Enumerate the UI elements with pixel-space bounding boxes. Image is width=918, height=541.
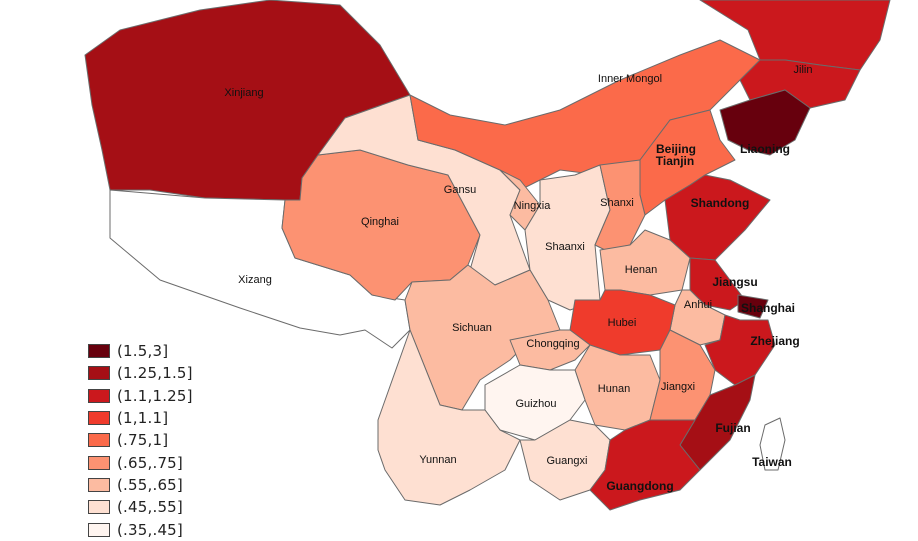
- legend-swatch: [88, 477, 110, 492]
- map-legend: (1.5,3] (1.25,1.5] (1.1,1.25] (1,1.1] (.…: [88, 340, 228, 541]
- province-label-ningxia: Ningxia: [514, 200, 552, 212]
- legend-entry: (.45,.55]: [88, 496, 228, 518]
- choropleth-map-figure: Xinjiang Xizang Qinghai Gansu Inner Mongol Ji…: [84, 0, 891, 539]
- province-label-henan: Henan: [625, 264, 657, 276]
- province-label-liaoning: Liaoning: [740, 142, 790, 156]
- province-label-qinghai: Qinghai: [361, 216, 399, 228]
- province-label-guizhou: Guizhou: [516, 398, 557, 410]
- province-label-shanxi: Shanxi: [600, 197, 634, 209]
- province-label-shanghai: Shanghai: [741, 301, 795, 315]
- legend-entry: (1.1,1.25]: [88, 385, 228, 407]
- province-label-sichuan: Sichuan: [452, 322, 492, 334]
- province-label-gansu: Gansu: [444, 184, 476, 196]
- legend-swatch: [88, 344, 110, 359]
- province-label-guangdong: Guangdong: [606, 479, 673, 493]
- legend-swatch: [88, 455, 110, 470]
- legend-entry: (1.25,1.5]: [88, 362, 228, 384]
- province-label-layer: Xinjiang Xizang Qinghai Gansu Inner Mongol Ji…: [224, 64, 812, 493]
- province-label-inner-mongol: Inner Mongol: [598, 73, 662, 85]
- province-label-shandong: Shandong: [691, 196, 750, 210]
- legend-entry: (.65,.75]: [88, 451, 228, 473]
- legend-label: (.75,1]: [117, 431, 169, 450]
- province-layer: [84, 0, 891, 511]
- province-label-xinjiang: Xinjiang: [224, 87, 263, 99]
- legend-swatch: [88, 522, 110, 537]
- legend-label: (.65,.75]: [117, 453, 183, 472]
- province-label-guangxi: Guangxi: [547, 455, 588, 467]
- legend-entry: (1,1.1]: [88, 407, 228, 429]
- legend-entry: (1.5,3]: [88, 340, 228, 362]
- province-yunnan: [377, 329, 521, 506]
- legend-swatch: [88, 411, 110, 426]
- province-taiwan: [759, 417, 786, 471]
- province-label-fujian: Fujian: [715, 421, 750, 435]
- legend-label: (.45,.55]: [117, 498, 183, 517]
- province-label-beijing: Beijing: [656, 142, 696, 156]
- legend-entry: (.75,1]: [88, 429, 228, 451]
- province-guangdong: [589, 419, 701, 511]
- province-label-xizang: Xizang: [238, 274, 272, 286]
- province-label-hubei: Hubei: [608, 317, 637, 329]
- province-label-jiangxi: Jiangxi: [661, 381, 695, 393]
- legend-swatch: [88, 500, 110, 515]
- province-label-jiangsu: Jiangsu: [712, 275, 757, 289]
- province-label-hunan: Hunan: [598, 383, 630, 395]
- china-province-map: Xinjiang Xizang Qinghai Gansu Inner Mongol Ji…: [84, 0, 891, 511]
- legend-swatch: [88, 388, 110, 403]
- legend-label: (1,1.1]: [117, 409, 169, 428]
- province-label-jilin: Jilin: [794, 64, 813, 76]
- legend-label: (.55,.65]: [117, 475, 183, 494]
- province-zhejiang: [704, 314, 776, 386]
- province-label-chongqing: Chongqing: [526, 338, 579, 350]
- province-label-anhui: Anhui: [684, 299, 712, 311]
- province-shanghai: [737, 294, 769, 319]
- province-label-taiwan: Taiwan: [752, 455, 792, 469]
- province-label-yunnan: Yunnan: [419, 454, 456, 466]
- legend-entry: (.55,.65]: [88, 474, 228, 496]
- province-liaoning: [719, 89, 811, 156]
- province-label-shaanxi: Shaanxi: [545, 241, 585, 253]
- legend-label: (1.1,1.25]: [117, 386, 193, 405]
- legend-swatch: [88, 366, 110, 381]
- legend-label: (.35,.45]: [117, 520, 183, 539]
- province-jilin: [739, 59, 861, 109]
- legend-entry: (.35,.45]: [88, 518, 228, 540]
- legend-label: (1.25,1.5]: [117, 364, 193, 383]
- legend-swatch: [88, 433, 110, 448]
- province-label-zhejiang: Zhejiang: [750, 334, 799, 348]
- legend-label: (1.5,3]: [117, 342, 169, 361]
- province-label-tianjin: Tianjin: [656, 154, 694, 168]
